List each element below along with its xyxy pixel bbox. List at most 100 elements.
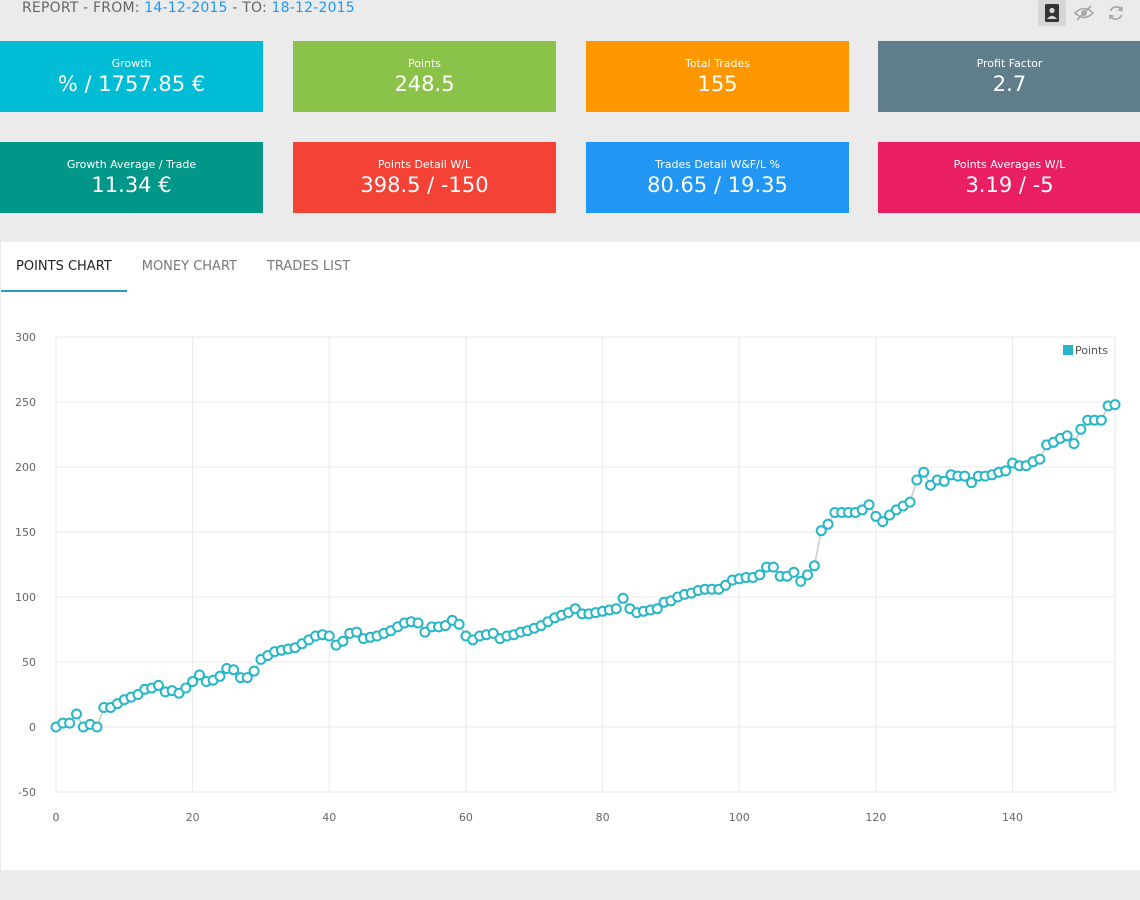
data-point	[877, 516, 889, 528]
data-point	[1109, 399, 1121, 411]
data-point	[1068, 438, 1080, 450]
data-point	[651, 603, 663, 615]
to-date[interactable]: 18-12-2015	[271, 0, 355, 16]
data-point	[822, 518, 834, 530]
data-point	[70, 708, 82, 720]
image-icon[interactable]	[1038, 0, 1066, 26]
stat-label: Total Trades	[684, 57, 751, 70]
report-prefix: REPORT - FROM:	[22, 0, 145, 16]
y-tick-label: 100	[15, 591, 36, 604]
refresh-icon[interactable]	[1102, 0, 1130, 26]
data-point	[187, 676, 199, 687]
data-point	[64, 717, 76, 729]
tab-points-chart[interactable]: POINTS CHART	[1, 242, 127, 292]
stat-value: % / 1757.85 €	[57, 72, 206, 96]
data-point	[610, 603, 622, 615]
data-point	[152, 679, 164, 691]
y-tick-label: 250	[15, 396, 36, 409]
data-point	[1075, 423, 1087, 435]
stat-value: 3.19 / -5	[965, 173, 1054, 197]
data-point	[966, 477, 978, 489]
stat-card-points-detail: Points Detail W/L 398.5 / -150	[293, 142, 556, 213]
data-point	[918, 466, 930, 478]
data-point	[1034, 453, 1046, 465]
data-point	[754, 569, 766, 581]
tab-trades-list[interactable]: TRADES LIST	[266, 259, 351, 274]
y-tick-label: 200	[15, 461, 36, 474]
data-point	[248, 665, 260, 677]
x-tick-label: 20	[186, 811, 200, 824]
report-header: REPORT - FROM: 14-12-2015 - TO: 18-12-20…	[22, 0, 355, 16]
stat-label: Growth	[111, 57, 152, 70]
stat-label: Profit Factor	[976, 57, 1043, 70]
data-point	[323, 630, 335, 642]
plot-area	[55, 336, 1116, 793]
y-tick-label: 150	[15, 526, 36, 539]
x-tick-label: 0	[53, 811, 60, 824]
data-point	[767, 561, 779, 573]
x-tick-label: 60	[459, 811, 473, 824]
stat-value: 2.7	[992, 72, 1027, 96]
y-tick-label: 50	[22, 656, 36, 669]
stat-card-growth-average: Growth Average / Trade 11.34 €	[0, 142, 263, 213]
data-point	[228, 664, 240, 676]
data-point	[91, 721, 103, 733]
data-point	[193, 669, 205, 681]
stat-label: Points Averages W/L	[953, 158, 1066, 171]
stat-card-points-averages: Points Averages W/L 3.19 / -5	[878, 142, 1140, 213]
chart-panel: POINTS CHART MONEY CHART TRADES LIST 300…	[1, 242, 1140, 870]
data-point	[911, 474, 923, 486]
x-tick-label: 80	[596, 811, 610, 824]
data-point	[863, 499, 875, 511]
stat-value: 11.34 €	[91, 173, 172, 197]
data-point	[904, 496, 916, 508]
data-point	[938, 475, 950, 487]
legend-swatch	[1063, 345, 1073, 355]
data-point	[412, 617, 424, 629]
stat-value: 398.5 / -150	[360, 173, 489, 197]
x-tick-label: 100	[729, 811, 750, 824]
data-point	[1095, 414, 1107, 426]
data-point	[617, 592, 629, 604]
data-point	[351, 626, 363, 638]
stat-card-points: Points 248.5	[293, 41, 556, 112]
stat-card-growth: Growth % / 1757.85 €	[0, 41, 263, 112]
data-point	[337, 635, 349, 647]
x-tick-label: 40	[322, 811, 336, 824]
stat-label: Trades Detail W&F/L %	[655, 158, 780, 171]
data-point	[815, 525, 827, 537]
tab-money-chart[interactable]: MONEY CHART	[141, 259, 237, 274]
data-point	[214, 670, 226, 682]
data-point	[180, 682, 192, 694]
data-point	[1061, 430, 1073, 442]
data-point	[795, 575, 807, 587]
legend-label: Points	[1075, 344, 1108, 357]
data-point	[788, 566, 800, 578]
from-date[interactable]: 14-12-2015	[144, 0, 228, 16]
data-point	[453, 618, 465, 630]
stat-card-profit-factor: Profit Factor 2.7	[878, 41, 1140, 112]
y-tick-label: -50	[18, 786, 36, 799]
data-point	[802, 569, 814, 581]
toolbar	[1038, 0, 1130, 26]
stat-card-trades-detail: Trades Detail W&F/L % 80.65 / 19.35	[586, 142, 849, 213]
stat-value: 155	[697, 72, 738, 96]
report-mid: - TO:	[227, 0, 272, 16]
footer-bar	[0, 870, 1140, 900]
x-tick-label: 120	[865, 811, 886, 824]
y-tick-label: 0	[29, 721, 36, 734]
x-tick-label: 140	[1002, 811, 1023, 824]
stat-label: Points	[407, 57, 442, 70]
stat-card-total-trades: Total Trades 155	[586, 41, 849, 112]
stat-value: 248.5	[394, 72, 455, 96]
stat-value: 80.65 / 19.35	[647, 173, 788, 197]
chart-tabs: POINTS CHART MONEY CHART TRADES LIST	[1, 242, 365, 292]
stat-label: Points Detail W/L	[377, 158, 472, 171]
data-point	[1000, 465, 1012, 477]
data-point	[241, 672, 253, 684]
data-point	[808, 560, 820, 572]
data-point	[959, 470, 971, 482]
stat-label: Growth Average / Trade	[66, 158, 197, 171]
y-tick-label: 300	[15, 331, 36, 344]
eye-off-icon[interactable]	[1070, 0, 1098, 26]
